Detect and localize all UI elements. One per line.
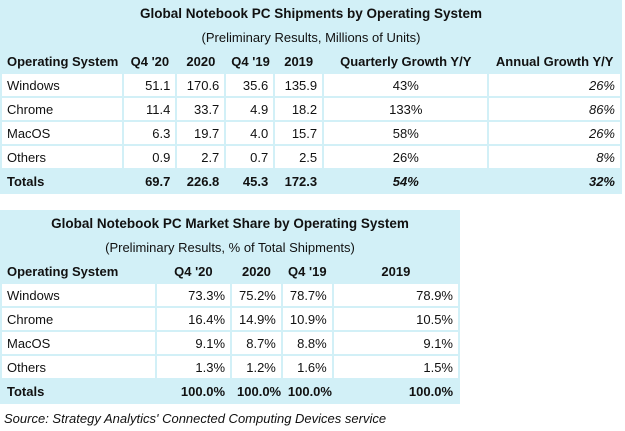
cell: 9.1% xyxy=(156,332,231,354)
row-label: MacOS xyxy=(2,332,155,354)
table-title: Global Notebook PC Shipments by Operatin… xyxy=(139,5,483,21)
cell: 33.7 xyxy=(177,98,225,120)
cell: 14.9% xyxy=(232,308,281,330)
data-row: Windows 51.1 170.6 35.6 135.9 43% 26% xyxy=(2,74,620,96)
header-row: Operating System Q4 '20 2020 Q4 '19 2019 Quar… xyxy=(2,50,620,72)
row-label: Windows xyxy=(2,74,123,96)
cell: 43% xyxy=(324,74,488,96)
cell: 54% xyxy=(392,173,419,189)
cell: 6.3 xyxy=(124,122,176,144)
cell: 4.9 xyxy=(226,98,274,120)
cell: 26% xyxy=(324,146,488,168)
data-row: MacOS 6.3 19.7 4.0 15.7 58% 26% xyxy=(2,122,620,144)
cell: 18.2 xyxy=(275,98,323,120)
cell: 1.6% xyxy=(282,356,332,378)
cell: 35.6 xyxy=(226,74,274,96)
cell: 100.0% xyxy=(408,383,453,399)
totals-row: Totals 100.0% 100.0% 100.0% 100.0% xyxy=(2,380,458,402)
cell: 19.7 xyxy=(177,122,225,144)
cell: 0.7 xyxy=(226,146,274,168)
column-header: Q4 '19 xyxy=(288,263,327,279)
column-header: 2020 xyxy=(241,263,271,279)
cell: 32% xyxy=(588,173,615,189)
cell: 45.3 xyxy=(242,173,269,189)
cell: 8.8% xyxy=(282,332,332,354)
totals-row: Totals 69.7 226.8 45.3 172.3 54% 32% xyxy=(2,170,620,192)
column-header: Quarterly Growth Y/Y xyxy=(340,53,472,69)
cell: 8.7% xyxy=(232,332,281,354)
cell: 4.0 xyxy=(226,122,274,144)
cell: 26% xyxy=(489,122,620,144)
row-label: Others xyxy=(2,356,155,378)
cell: 100.0% xyxy=(287,383,332,399)
data-row: Chrome 16.4% 14.9% 10.9% 10.5% xyxy=(2,308,458,330)
column-header: 2019 xyxy=(284,53,314,69)
table-subtitle: (Preliminary Results, % of Total Shipmen… xyxy=(105,239,355,255)
cell: 75.2% xyxy=(232,284,281,306)
cell: 2.5 xyxy=(275,146,323,168)
column-header: Q4 '20 xyxy=(130,53,170,69)
column-header: 2019 xyxy=(381,263,411,279)
row-label: Chrome xyxy=(2,98,123,120)
cell: 170.6 xyxy=(177,74,225,96)
cell: 78.9% xyxy=(333,284,458,306)
row-label: Windows xyxy=(2,284,155,306)
cell: 10.9% xyxy=(282,308,332,330)
cell: 135.9 xyxy=(275,74,323,96)
sub-row: (Preliminary Results, % of Total Shipmen… xyxy=(2,236,458,258)
row-label: Chrome xyxy=(2,308,155,330)
sub-row: (Preliminary Results, Millions of Units) xyxy=(2,26,620,48)
cell: 172.3 xyxy=(284,173,318,189)
title-row: Global Notebook PC Market Share by Opera… xyxy=(2,212,458,234)
cell: 8% xyxy=(489,146,620,168)
row-label: Totals xyxy=(7,383,45,399)
cell: 1.3% xyxy=(156,356,231,378)
cell: 78.7% xyxy=(282,284,332,306)
cell: 100.0% xyxy=(180,383,226,399)
data-row: MacOS 9.1% 8.7% 8.8% 9.1% xyxy=(2,332,458,354)
cell: 133% xyxy=(324,98,488,120)
data-row: Others 1.3% 1.2% 1.6% 1.5% xyxy=(2,356,458,378)
cell: 15.7 xyxy=(275,122,323,144)
data-row: Others 0.9 2.7 0.7 2.5 26% 8% xyxy=(2,146,620,168)
header-row: Operating System Q4 '20 2020 Q4 '19 2019 xyxy=(2,260,458,282)
column-header: Operating System xyxy=(7,53,119,69)
cell: 0.9 xyxy=(124,146,176,168)
data-row: Chrome 11.4 33.7 4.9 18.2 133% 86% xyxy=(2,98,620,120)
column-header: Q4 '19 xyxy=(231,53,270,69)
cell: 2.7 xyxy=(177,146,225,168)
cell: 9.1% xyxy=(333,332,458,354)
cell: 69.7 xyxy=(145,173,171,189)
shipments-table: Global Notebook PC Shipments by Operatin… xyxy=(0,0,622,194)
cell: 1.2% xyxy=(232,356,281,378)
column-header: 2020 xyxy=(186,53,216,69)
row-label: MacOS xyxy=(2,122,123,144)
market-share-table: Global Notebook PC Market Share by Opera… xyxy=(0,210,460,404)
cell: 11.4 xyxy=(124,98,176,120)
cell: 226.8 xyxy=(186,173,220,189)
cell: 100.0% xyxy=(237,383,281,399)
source-note: Source: Strategy Analytics' Connected Co… xyxy=(4,411,387,426)
cell: 86% xyxy=(489,98,620,120)
cell: 51.1 xyxy=(124,74,176,96)
title-row: Global Notebook PC Shipments by Operatin… xyxy=(2,2,620,24)
data-row: Windows 73.3% 75.2% 78.7% 78.9% xyxy=(2,284,458,306)
row-label: Others xyxy=(2,146,123,168)
row-label: Totals xyxy=(7,173,45,189)
column-header: Q4 '20 xyxy=(174,263,213,279)
cell: 73.3% xyxy=(156,284,231,306)
cell: 16.4% xyxy=(156,308,231,330)
table-subtitle: (Preliminary Results, Millions of Units) xyxy=(201,29,421,45)
column-header: Annual Growth Y/Y xyxy=(495,53,614,69)
cell: 26% xyxy=(489,74,620,96)
cell: 58% xyxy=(324,122,488,144)
table-title: Global Notebook PC Market Share by Opera… xyxy=(51,215,409,231)
column-header: Operating System xyxy=(7,263,119,279)
cell: 1.5% xyxy=(333,356,458,378)
cell: 10.5% xyxy=(333,308,458,330)
